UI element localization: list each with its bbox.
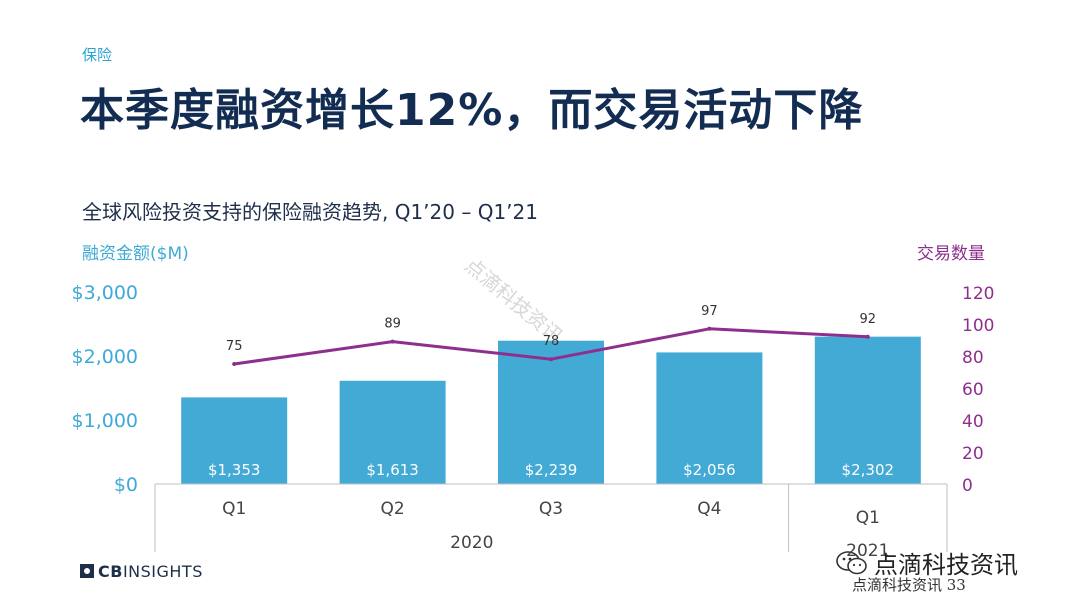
y-left-tick-label: $1,000 <box>72 410 138 432</box>
x-tick-label: Q4 <box>697 499 721 519</box>
line-value-label: 97 <box>701 304 718 319</box>
cbinsights-logo: CBINSIGHTS <box>80 561 203 581</box>
line-value-label: 89 <box>384 317 401 332</box>
watermark-brand: 点滴科技资讯 <box>836 545 1018 580</box>
line-value-label: 92 <box>860 312 877 327</box>
watermark-brand-text: 点滴科技资讯 <box>874 551 1018 579</box>
chart-subtitle: 全球风险投资支持的保险融资趋势, Q1’20 – Q1’21 <box>82 200 538 224</box>
logo-part-insights: INSIGHTS <box>122 561 203 581</box>
x-tick-label: Q2 <box>380 499 404 519</box>
bar-value-label: $2,302 <box>842 461 895 479</box>
y-right-tick-label: 120 <box>962 284 994 304</box>
bar-value-label: $1,613 <box>366 461 419 479</box>
bar-value-label: $1,353 <box>208 461 261 479</box>
y-left-axis-label: 融资金额($M) <box>82 244 189 264</box>
x-tick-label: Q3 <box>539 499 563 519</box>
y-left-tick-label: $2,000 <box>72 346 138 368</box>
line-value-label: 75 <box>226 339 243 354</box>
wechat-icon <box>836 550 867 574</box>
bar <box>181 397 288 484</box>
line-point <box>549 357 553 362</box>
y-right-tick-label: 80 <box>962 348 984 368</box>
y-right-axis-label: 交易数量 <box>917 244 985 264</box>
line-point <box>707 326 712 331</box>
category-label: 保险 <box>82 46 113 64</box>
bar-value-label: $2,239 <box>525 461 578 479</box>
y-right-tick-label: 60 <box>962 380 984 400</box>
line-point <box>232 362 237 366</box>
page-title: 本季度融资增长12%，而交易活动下降 <box>80 85 864 136</box>
y-right-tick-label: 20 <box>962 444 984 464</box>
watermark-subtext: 点滴科技资讯 33 <box>852 576 966 594</box>
bar <box>498 340 604 484</box>
line-point <box>865 334 870 339</box>
y-right-tick-label: 100 <box>962 316 994 336</box>
y-right-tick-label: 40 <box>962 412 984 432</box>
y-left-tick-label: $3,000 <box>72 282 138 304</box>
x-tick-label: Q1 <box>856 508 880 528</box>
bar <box>814 336 921 484</box>
y-right-tick-label: 0 <box>962 476 973 496</box>
y-left-tick-label: $0 <box>114 474 138 496</box>
logo-part-cb: CB <box>98 561 123 581</box>
x-tick-label: Q1 <box>222 499 246 519</box>
bar-value-label: $2,056 <box>683 461 736 479</box>
bar <box>656 352 763 484</box>
cbinsights-mark-icon <box>80 564 94 578</box>
x-group-label: 2020 <box>450 533 493 553</box>
line-value-label: 78 <box>543 334 560 349</box>
cbinsights-wordmark: CBINSIGHTS <box>98 562 203 581</box>
line-point <box>390 339 395 344</box>
bar <box>339 380 446 484</box>
